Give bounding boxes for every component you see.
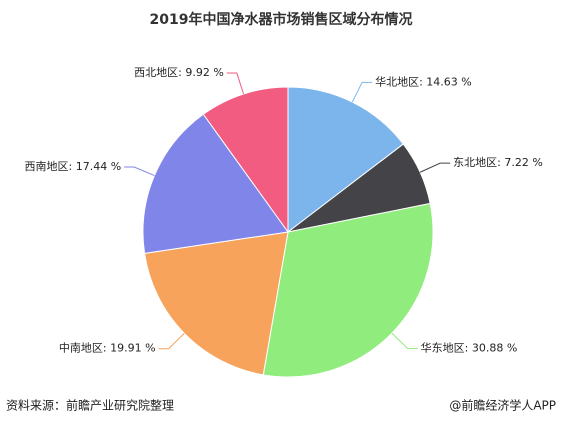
leader-line	[158, 332, 185, 350]
leader-line	[351, 81, 373, 103]
leader-line	[226, 72, 245, 95]
leader-line	[419, 162, 451, 173]
data-label: 华东地区: 30.88 %	[421, 341, 518, 355]
credit: @前瞻经济学人APP	[449, 398, 556, 413]
leader-line	[391, 332, 418, 350]
pie-slice	[202, 86, 289, 234]
data-label: 西南地区: 17.44 %	[25, 160, 122, 173]
data-label: 华北地区: 14.63 %	[375, 74, 472, 88]
data-label: 东北地区: 7.22 %	[453, 156, 543, 169]
leader-line	[124, 166, 155, 177]
pie-slice	[262, 202, 434, 378]
data-label: 西北地区: 9.92 %	[134, 66, 224, 79]
data-label: 中南地区: 19.91 %	[59, 342, 156, 355]
pie-slice	[144, 231, 289, 376]
chart-title: 2019年中国净水器市场销售区域分布情况	[150, 11, 413, 28]
source: 资料来源：前瞻产业研究院整理	[6, 398, 174, 413]
pie-slice	[142, 113, 289, 254]
